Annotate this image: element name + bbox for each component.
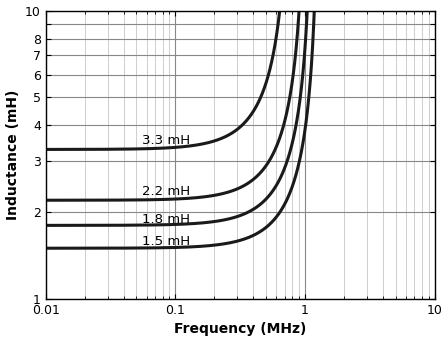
Text: 1.5 mH: 1.5 mH — [142, 235, 190, 248]
X-axis label: Frequency (MHz): Frequency (MHz) — [174, 323, 306, 337]
Text: 1.8 mH: 1.8 mH — [142, 213, 190, 226]
Y-axis label: Inductance (mH): Inductance (mH) — [5, 90, 20, 220]
Text: 3.3 mH: 3.3 mH — [142, 134, 190, 147]
Text: 2.2 mH: 2.2 mH — [142, 185, 190, 198]
